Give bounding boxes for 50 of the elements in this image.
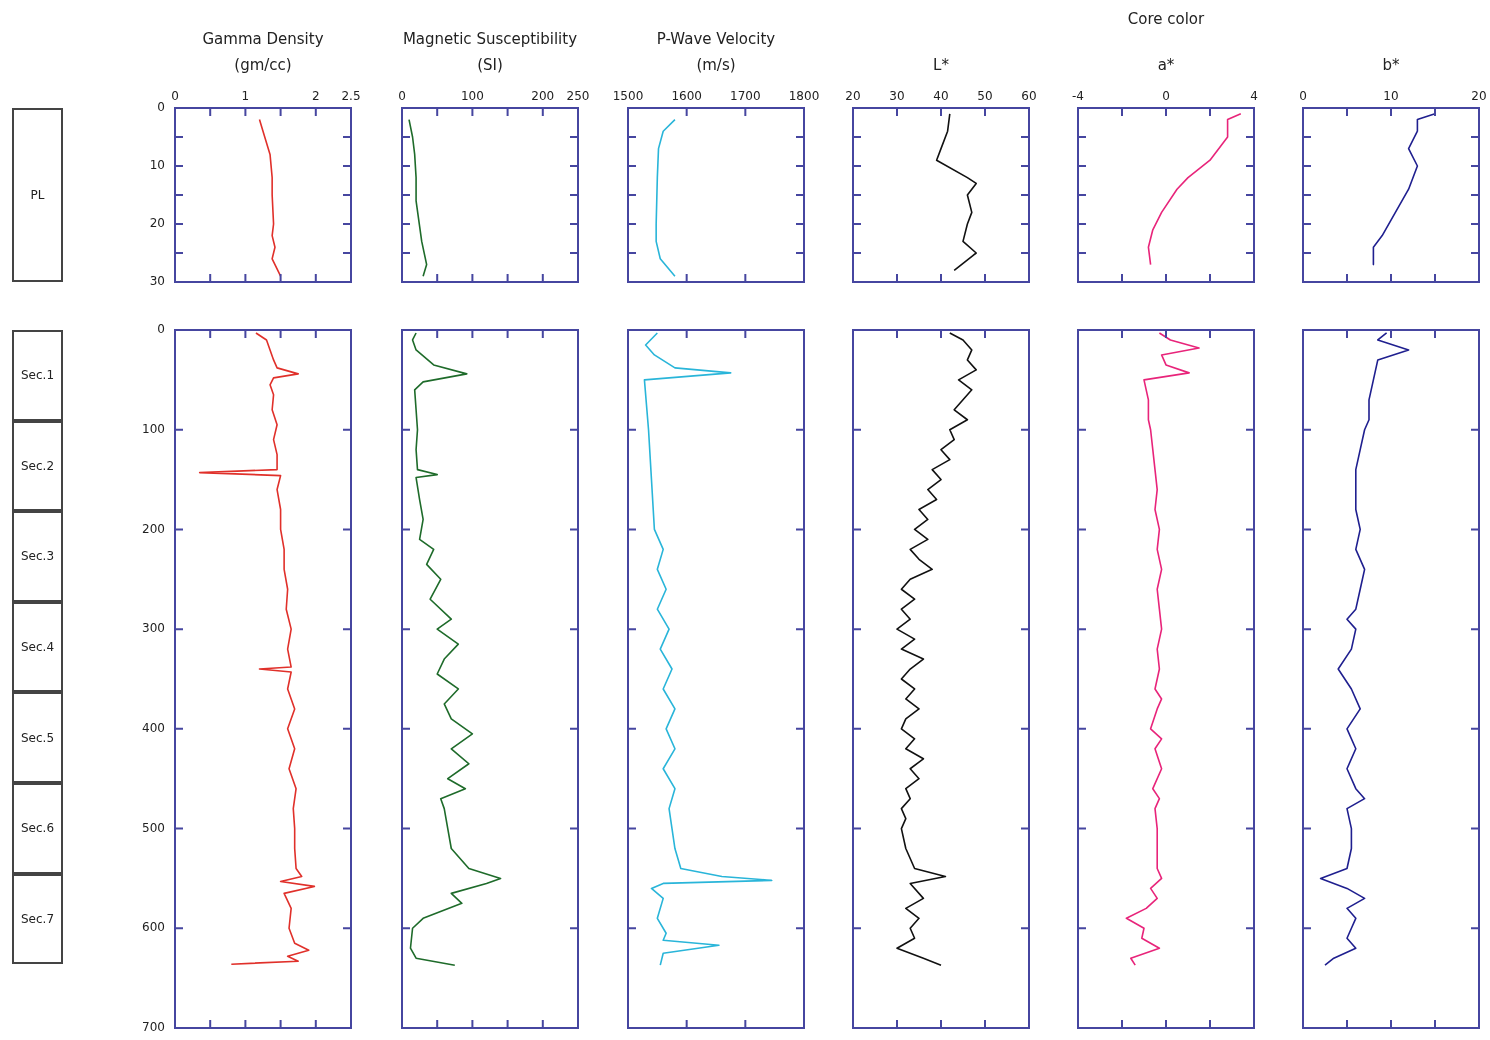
text: Sec.1 bbox=[12, 330, 63, 421]
x-tick-label: 1800 bbox=[788, 88, 820, 103]
x-axis-title: Gamma Density (gm/cc) bbox=[201, 29, 325, 76]
x-tick-label: 0 bbox=[1299, 88, 1307, 103]
x-tick-label: 250 bbox=[566, 88, 590, 103]
x-tick-label: 1 bbox=[241, 88, 250, 103]
text: Sec.2 bbox=[12, 420, 63, 512]
y-tick-label: 300 bbox=[142, 621, 165, 636]
x-tick-label: 30 bbox=[889, 88, 905, 103]
x-tick-label: 2 bbox=[311, 88, 320, 103]
x-tick-label: 10 bbox=[1383, 88, 1399, 103]
x-axis-title: P-Wave Velocity (m/s) bbox=[655, 29, 777, 76]
x-tick-label: 0 bbox=[171, 88, 179, 103]
y-tick-label: 100 bbox=[142, 421, 165, 436]
x-tick-label: 20 bbox=[1471, 88, 1487, 103]
x-axis-title: Magnetic Susceptibility (SI) bbox=[401, 29, 579, 76]
x-tick-label: 2.5 bbox=[341, 88, 361, 103]
chart-title: Core color bbox=[1126, 9, 1206, 30]
x-tick-label: 60 bbox=[1021, 88, 1037, 103]
x-axis-title: a* bbox=[1156, 55, 1176, 76]
x-tick-label: 1600 bbox=[671, 88, 702, 103]
x-tick-label: 1700 bbox=[730, 88, 761, 103]
y-tick-label: 0 bbox=[157, 100, 165, 115]
text: PL bbox=[12, 108, 63, 282]
y-tick-label: 700 bbox=[142, 1020, 165, 1035]
x-tick-label: 4 bbox=[1250, 88, 1258, 103]
y-tick-label: 200 bbox=[142, 521, 165, 536]
y-tick-label: 30 bbox=[149, 274, 165, 289]
text: Sec.7 bbox=[12, 873, 63, 965]
text: Sec.3 bbox=[12, 511, 63, 602]
x-tick-label: 50 bbox=[977, 88, 993, 103]
x-tick-label: 1500 bbox=[612, 88, 644, 103]
x-tick-label: 20 bbox=[845, 88, 861, 103]
x-tick-label: 100 bbox=[460, 88, 484, 103]
x-tick-label: 200 bbox=[531, 88, 555, 103]
text: Sec.6 bbox=[12, 782, 63, 874]
y-tick-label: 0 bbox=[157, 322, 165, 337]
y-tick-label: 500 bbox=[142, 820, 165, 835]
x-axis-title: L* bbox=[932, 55, 950, 76]
x-tick-label: 0 bbox=[1162, 88, 1170, 103]
x-tick-label: 40 bbox=[933, 88, 949, 103]
text: Sec.4 bbox=[12, 601, 63, 693]
text: Sec.5 bbox=[12, 692, 63, 783]
y-tick-label: 20 bbox=[149, 216, 165, 231]
y-tick-label: 600 bbox=[142, 920, 165, 935]
x-tick-label: -4 bbox=[1072, 88, 1084, 103]
x-tick-label: 0 bbox=[398, 88, 406, 103]
y-tick-label: 10 bbox=[149, 158, 165, 173]
y-tick-label: 400 bbox=[142, 720, 165, 735]
x-axis-title: b* bbox=[1381, 55, 1401, 76]
